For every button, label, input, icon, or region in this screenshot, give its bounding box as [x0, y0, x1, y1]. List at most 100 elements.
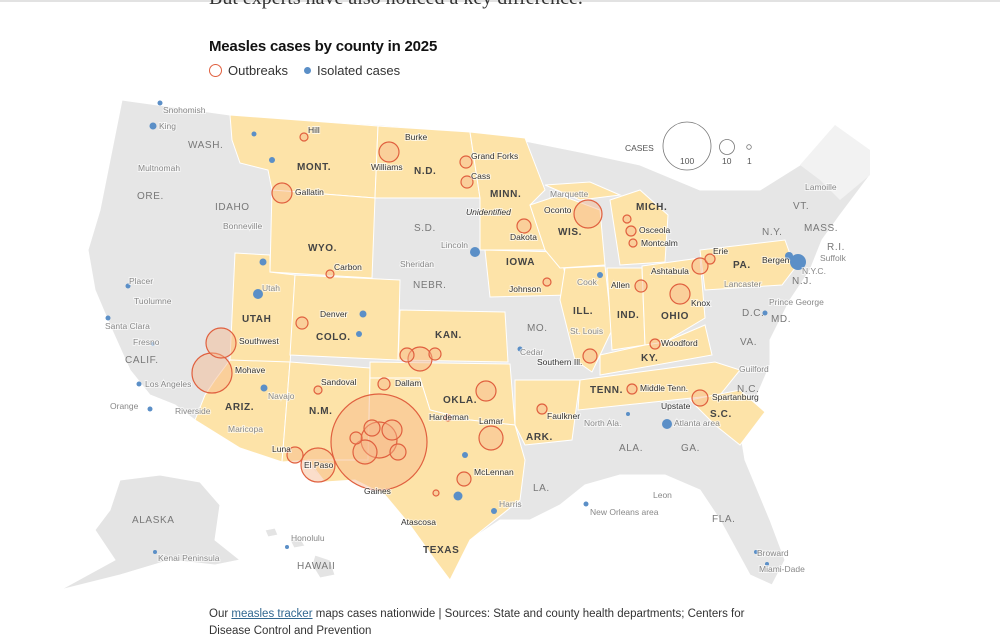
legend-outbreaks: Outbreaks [228, 63, 288, 78]
iso-north-ala [626, 412, 630, 416]
outbreak-erie [704, 253, 716, 265]
county-label: Guilford [739, 364, 769, 374]
outbreak-williams [378, 141, 400, 163]
iso-harris [453, 491, 463, 501]
county-label: Honolulu [291, 533, 325, 543]
size-legend-1: 1 [747, 156, 752, 166]
county-label: Johnson [509, 284, 541, 294]
state-TEXAS [306, 377, 526, 581]
state-WYO [269, 189, 376, 279]
outbreak-mohave [191, 352, 233, 394]
label-ala: ALA. [619, 443, 643, 454]
county-label: Santa Clara [105, 321, 150, 331]
county-label: Atascosa [401, 517, 436, 527]
label-wyo: WYO. [308, 243, 337, 254]
state-hawaii [264, 527, 336, 579]
measles-tracker-link[interactable]: measles tracker [231, 608, 313, 620]
label-va: VA. [740, 337, 757, 348]
iso-new-orleans [583, 501, 589, 507]
outbreak-spartanburg [691, 389, 709, 407]
county-label: King [159, 121, 176, 131]
label-kan: KAN. [435, 330, 462, 341]
county-label: Utah [262, 283, 280, 293]
outbreak-montcalm [628, 238, 638, 248]
iso-santa-clara [105, 315, 111, 321]
county-label: St. Louis [570, 326, 603, 336]
outbreak-hardeman [444, 414, 452, 422]
label-tenn: TENN. [590, 385, 623, 396]
county-labels: Snohomish King Multnomah Bonneville Hill… [104, 104, 848, 575]
label-ark: ARK. [526, 432, 553, 443]
county-label: Unidentified [466, 207, 511, 217]
iso-orange [147, 406, 153, 412]
label-la: LA. [533, 483, 550, 494]
label-md: MD. [771, 314, 791, 325]
outbreak-unidentified-okla [475, 380, 497, 402]
size-legend-circle-100 [662, 121, 712, 171]
label-minn: MINN. [490, 189, 521, 200]
outbreak-texas-b [381, 419, 403, 441]
county-label: Upstate [661, 401, 691, 411]
county-label: Allen [611, 280, 630, 290]
county-label: Knox [691, 298, 711, 308]
state-TENN [577, 361, 741, 411]
county-label: Fresno [133, 337, 160, 347]
outbreak-luna [286, 446, 304, 464]
intro-text: But experts have also noticed a key diff… [209, 0, 583, 10]
county-label: New Orleans area [590, 507, 659, 517]
county-label: Sandoval [321, 377, 357, 387]
legend-isolated: Isolated cases [316, 63, 401, 78]
county-label: Kenai Peninsula [158, 553, 220, 563]
county-label: Woodford [661, 338, 698, 348]
isolated-dots [105, 100, 806, 566]
symbol-legend: Outbreaks Isolated cases [209, 63, 400, 78]
size-legend-title: CASES [625, 143, 654, 153]
state-labels: WASH. ORE. IDAHO MONT. WYO. N.D. S.D. NE… [125, 140, 844, 572]
outbreak-ashtabula [691, 257, 709, 275]
county-label: Lancaster [724, 279, 761, 289]
county-label: Gaines [364, 486, 391, 496]
county-label: Lamar [479, 416, 503, 426]
size-legend-100: 100 [680, 156, 694, 166]
label-colo: COLO. [316, 332, 351, 343]
land [59, 99, 871, 591]
outbreak-dakota [516, 218, 532, 234]
county-label: Orange [110, 401, 139, 411]
outbreak-gaines [330, 393, 428, 491]
outbreak-kansas-b [399, 347, 415, 363]
label-pa: PA. [733, 260, 751, 271]
county-label: Osceola [639, 225, 670, 235]
county-label: Spartanburg [712, 392, 759, 402]
label-dc: D.C. [742, 308, 764, 319]
iso-bergen [785, 252, 793, 260]
iso-denver [359, 310, 367, 318]
county-label: Erie [713, 246, 728, 256]
outbreak-cass [460, 175, 474, 189]
county-label: Miami-Dade [759, 564, 805, 574]
iso-broward [754, 550, 758, 554]
iso-lincoln [470, 247, 480, 257]
label-sd: S.D. [414, 223, 436, 234]
county-label: Cook [577, 277, 598, 287]
iso-miami [765, 562, 769, 566]
county-label: Luna [272, 444, 291, 454]
source-note: Our measles tracker maps cases nationwid… [209, 606, 769, 640]
outbreak-mclennan [456, 471, 472, 487]
county-label: Tuolumne [134, 296, 172, 306]
county-label: Harris [499, 499, 522, 509]
iso-mont [269, 157, 275, 163]
county-label: Suffolk [820, 253, 847, 263]
iso-king [149, 122, 157, 130]
label-ind: IND. [617, 310, 639, 321]
county-label: El Paso [304, 460, 334, 470]
label-mich: MICH. [636, 202, 667, 213]
footer-text: maps cases nationwide | Sources: State a… [209, 608, 745, 637]
label-calif: CALIF. [125, 355, 159, 366]
county-label: Mohave [235, 365, 266, 375]
county-label: Multnomah [138, 163, 180, 173]
outbreak-middle-tenn [626, 383, 638, 395]
county-label: Snohomish [163, 105, 206, 115]
county-label: Sheridan [400, 259, 434, 269]
county-label: Placer [129, 276, 153, 286]
outbreak-southwest [205, 327, 237, 359]
